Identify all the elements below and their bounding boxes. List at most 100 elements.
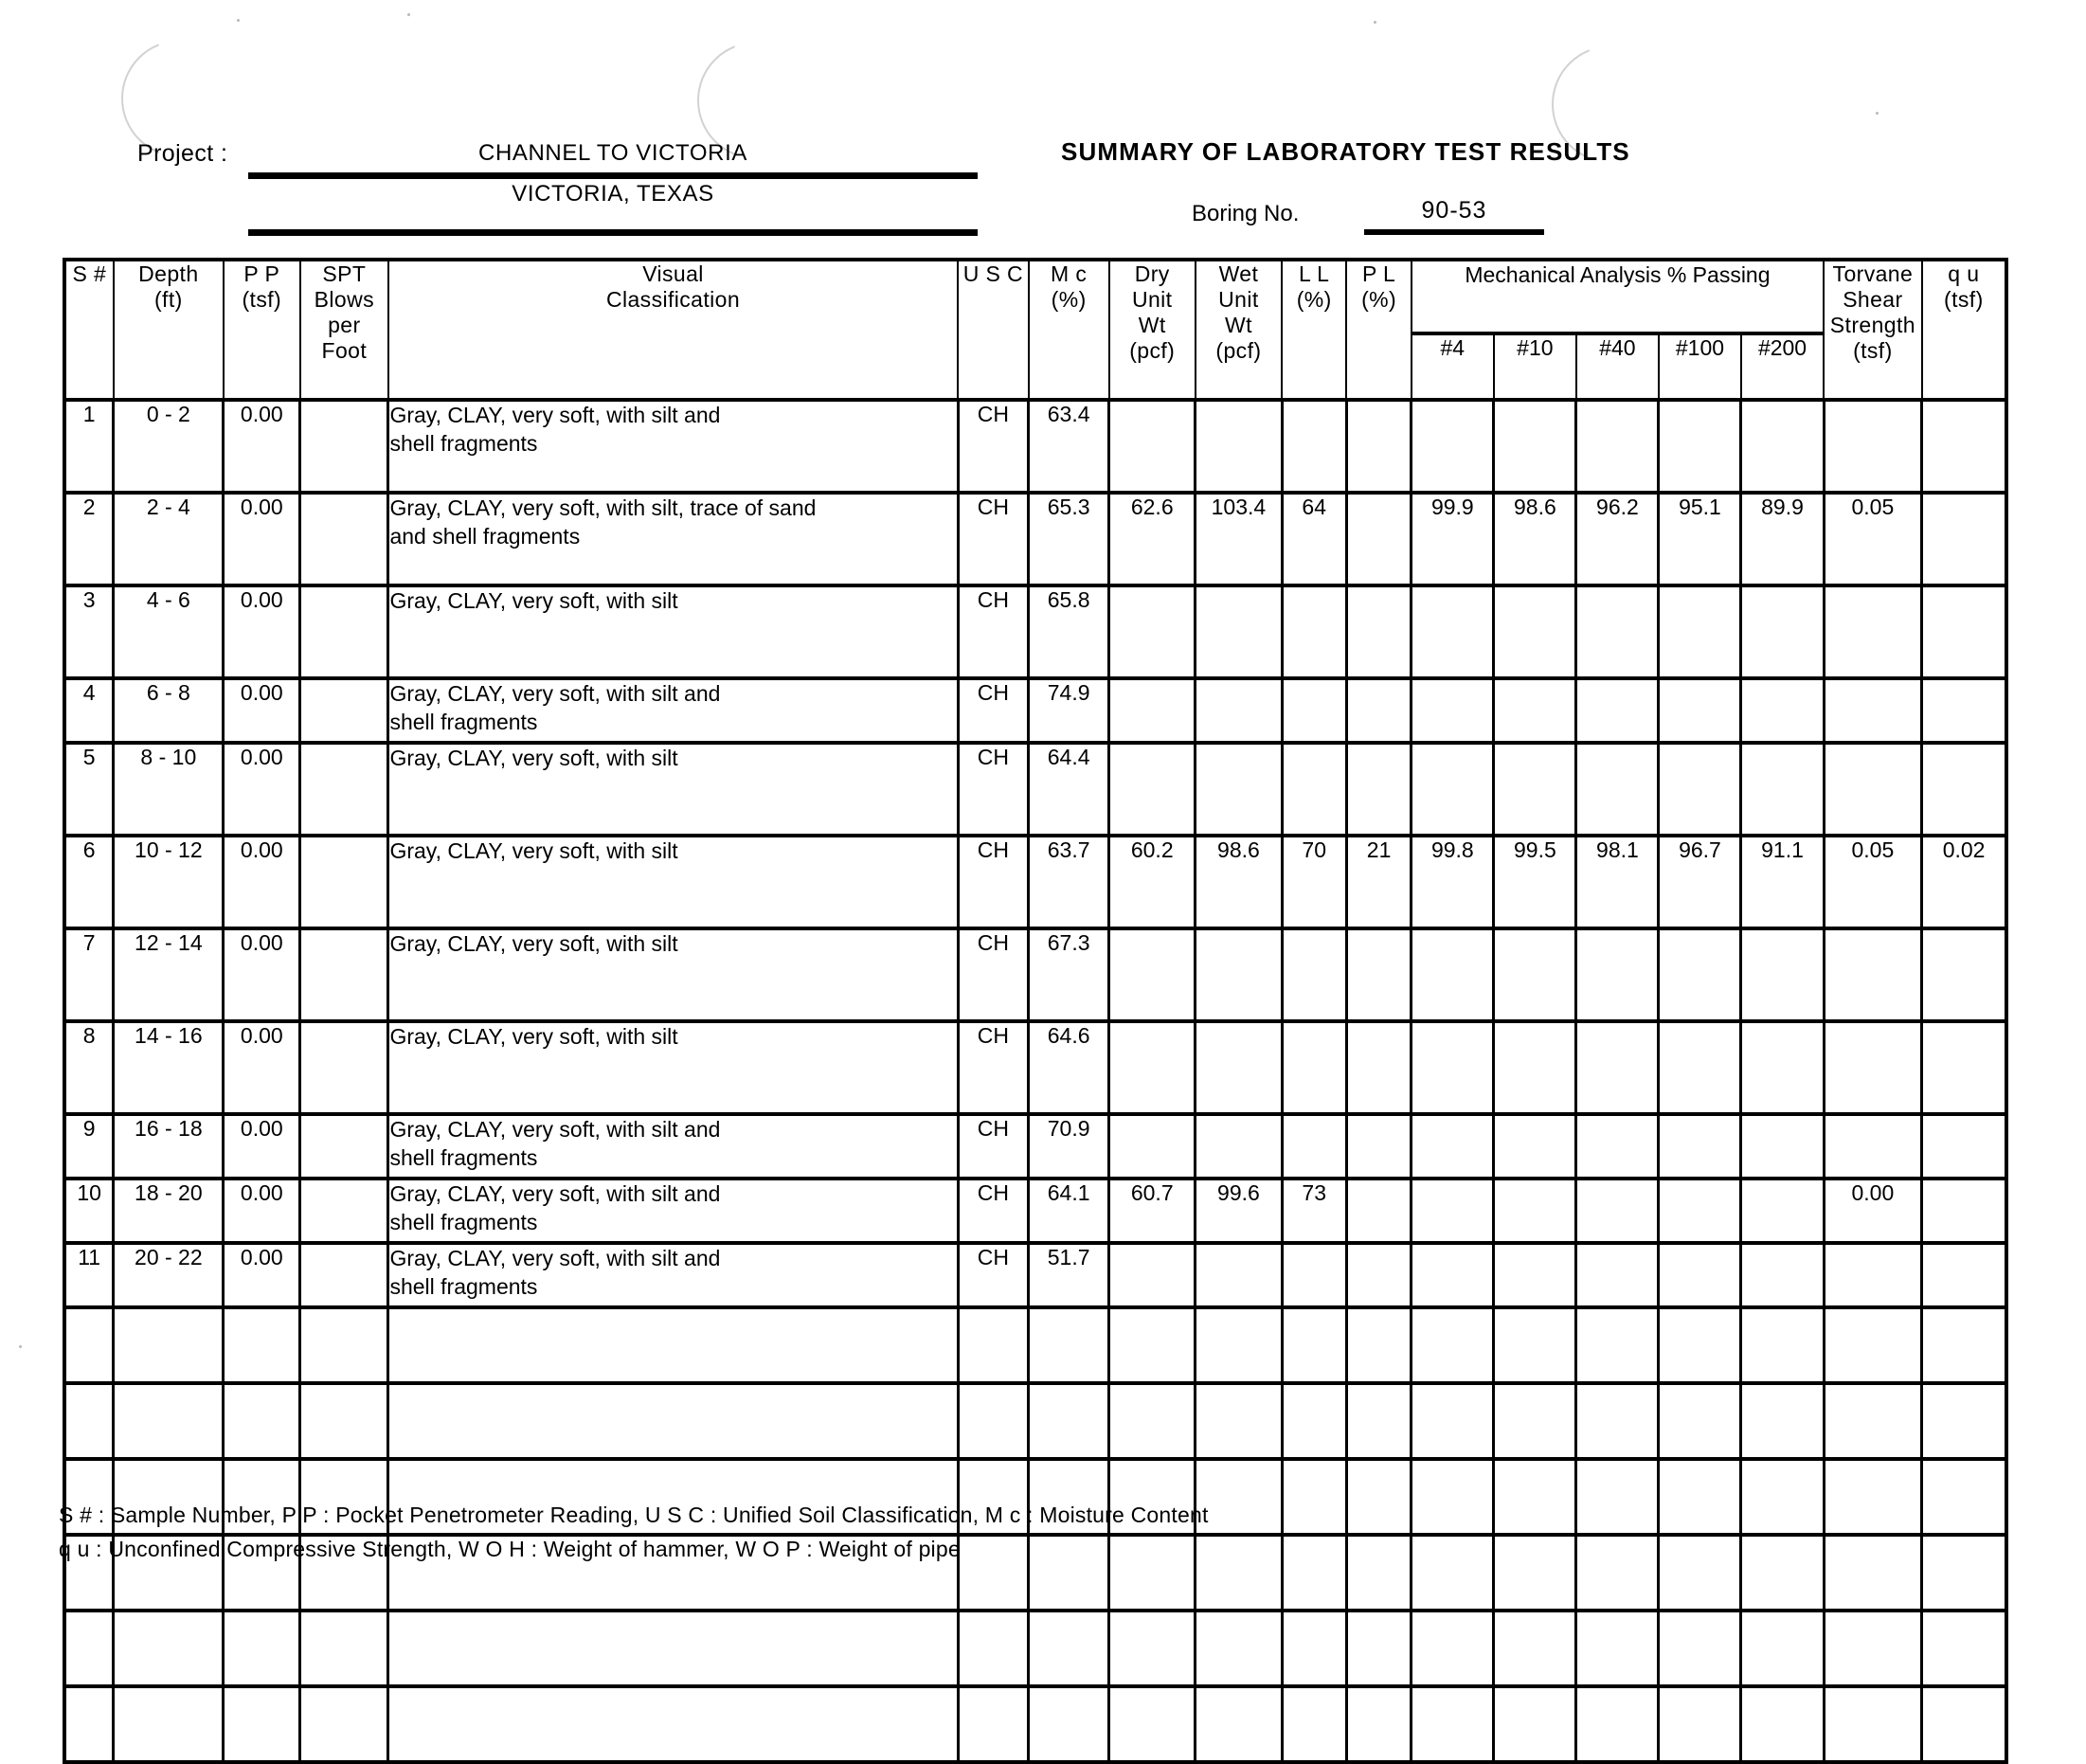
cell-empty bbox=[1492, 1381, 1578, 1461]
cell-empty bbox=[1107, 1457, 1197, 1537]
col-header-mech-l2: % Passing bbox=[1666, 262, 1771, 287]
cell-usc: CH bbox=[956, 927, 1031, 1023]
cell-usc: CH bbox=[956, 676, 1031, 745]
cell-depth: 0 - 2 bbox=[112, 398, 225, 495]
cell-description: Gray, CLAY, very soft, with silt bbox=[387, 584, 960, 680]
cell-sieve-40 bbox=[1574, 1112, 1661, 1180]
cell-usc: CH bbox=[956, 741, 1031, 837]
cell-empty bbox=[1344, 1684, 1413, 1764]
cell-empty bbox=[222, 1381, 302, 1461]
col-header-torvane-l3: Strength bbox=[1829, 313, 1915, 338]
cell-spt bbox=[298, 584, 390, 680]
cell-empty bbox=[1574, 1305, 1661, 1385]
cell-torvane bbox=[1822, 676, 1924, 745]
cell-ll bbox=[1280, 1019, 1348, 1116]
cell-empty bbox=[63, 1305, 116, 1385]
cell-torvane bbox=[1822, 584, 1924, 680]
cell-empty bbox=[956, 1533, 1031, 1612]
col-header-wet-l2: Unit bbox=[1218, 287, 1259, 313]
cell-spt bbox=[298, 834, 390, 930]
cell-sieve-100 bbox=[1657, 741, 1743, 837]
cell-empty bbox=[222, 1609, 302, 1688]
col-header-mechanical-analysis: Mechanical Analysis % Passing bbox=[1410, 259, 1825, 335]
cell-wet-unit-wt bbox=[1194, 1241, 1284, 1309]
cell-qu bbox=[1920, 584, 2008, 680]
cell-mc: 64.1 bbox=[1027, 1177, 1111, 1245]
scan-speck bbox=[1876, 112, 1879, 115]
cell-spt bbox=[298, 927, 390, 1023]
cell-wet-unit-wt bbox=[1194, 1019, 1284, 1116]
cell-sample: 2 bbox=[63, 491, 116, 587]
cell-qu bbox=[1920, 1241, 2008, 1309]
cell-pp: 0.00 bbox=[222, 927, 302, 1023]
cell-sieve-40 bbox=[1574, 398, 1661, 495]
cell-wet-unit-wt: 98.6 bbox=[1194, 834, 1284, 930]
table-row-empty bbox=[63, 1609, 2008, 1688]
cell-empty bbox=[1410, 1684, 1496, 1764]
cell-empty bbox=[1410, 1457, 1496, 1537]
cell-empty bbox=[1739, 1457, 1825, 1537]
cell-empty bbox=[1574, 1684, 1661, 1764]
table-row-empty bbox=[63, 1381, 2008, 1461]
cell-dry-unit-wt bbox=[1107, 1112, 1197, 1180]
cell-sieve-4: 99.9 bbox=[1410, 491, 1496, 587]
cell-sieve-200 bbox=[1739, 1241, 1825, 1309]
cell-empty bbox=[298, 1684, 390, 1764]
cell-sample: 4 bbox=[63, 676, 116, 745]
cell-pl bbox=[1344, 741, 1413, 837]
col-header-dry-unit-wt: Dry Unit Wt (pcf) bbox=[1107, 259, 1196, 402]
cell-empty bbox=[956, 1684, 1031, 1764]
cell-pp: 0.00 bbox=[222, 1241, 302, 1309]
cell-empty bbox=[387, 1533, 960, 1612]
cell-sieve-10 bbox=[1492, 741, 1578, 837]
table-row: 9 16 - 18 0.00 Gray, CLAY, very soft, with … bbox=[63, 1112, 2008, 1180]
cell-mc: 63.4 bbox=[1027, 398, 1111, 495]
cell-mc: 65.3 bbox=[1027, 491, 1111, 587]
cell-qu bbox=[1920, 927, 2008, 1023]
cell-empty bbox=[1657, 1305, 1743, 1385]
cell-depth: 18 - 20 bbox=[112, 1177, 225, 1245]
cell-pp: 0.00 bbox=[222, 676, 302, 745]
cell-empty bbox=[1107, 1609, 1197, 1688]
cell-empty bbox=[1920, 1684, 2008, 1764]
cell-description: Gray, CLAY, very soft, with silt and she… bbox=[387, 1241, 960, 1309]
cell-depth: 6 - 8 bbox=[112, 676, 225, 745]
cell-description: Gray, CLAY, very soft, with silt and she… bbox=[387, 1177, 960, 1245]
cell-empty bbox=[1657, 1609, 1743, 1688]
cell-sieve-4 bbox=[1410, 741, 1496, 837]
cell-description: Gray, CLAY, very soft, with silt, trace … bbox=[387, 491, 960, 587]
cell-empty bbox=[1027, 1609, 1111, 1688]
cell-empty bbox=[1280, 1609, 1348, 1688]
cell-empty bbox=[1657, 1381, 1743, 1461]
cell-empty bbox=[1920, 1609, 2008, 1688]
cell-empty bbox=[112, 1609, 225, 1688]
cell-empty bbox=[1344, 1381, 1413, 1461]
cell-empty bbox=[956, 1457, 1031, 1537]
cell-empty bbox=[1574, 1381, 1661, 1461]
cell-mc: 67.3 bbox=[1027, 927, 1111, 1023]
cell-empty bbox=[387, 1305, 960, 1385]
cell-wet-unit-wt bbox=[1194, 398, 1284, 495]
col-header-visual-classification: Visual Classification bbox=[387, 259, 960, 402]
cell-sieve-10 bbox=[1492, 1241, 1578, 1309]
cell-sample: 3 bbox=[63, 584, 116, 680]
cell-empty bbox=[1822, 1381, 1924, 1461]
cell-mc: 64.6 bbox=[1027, 1019, 1111, 1116]
cell-sieve-4 bbox=[1410, 927, 1496, 1023]
cell-sieve-200 bbox=[1739, 398, 1825, 495]
cell-empty bbox=[1739, 1684, 1825, 1764]
cell-spt bbox=[298, 1177, 390, 1245]
document-header: Project : CHANNEL TO VICTORIA VICTORIA, … bbox=[0, 0, 2086, 256]
cell-empty bbox=[1920, 1457, 2008, 1537]
cell-description: Gray, CLAY, very soft, with silt bbox=[387, 927, 960, 1023]
cell-usc: CH bbox=[956, 1177, 1031, 1245]
cell-sieve-100 bbox=[1657, 1019, 1743, 1116]
cell-spt bbox=[298, 1241, 390, 1309]
cell-sieve-40 bbox=[1574, 1019, 1661, 1116]
cell-empty bbox=[956, 1305, 1031, 1385]
cell-empty bbox=[298, 1305, 390, 1385]
cell-usc: CH bbox=[956, 1019, 1031, 1116]
lab-results-table: S # Depth (ft) P P (tsf) SPT Blows per F… bbox=[63, 258, 2008, 1764]
table-row: 10 18 - 20 0.00 Gray, CLAY, very soft, with… bbox=[63, 1177, 2008, 1245]
